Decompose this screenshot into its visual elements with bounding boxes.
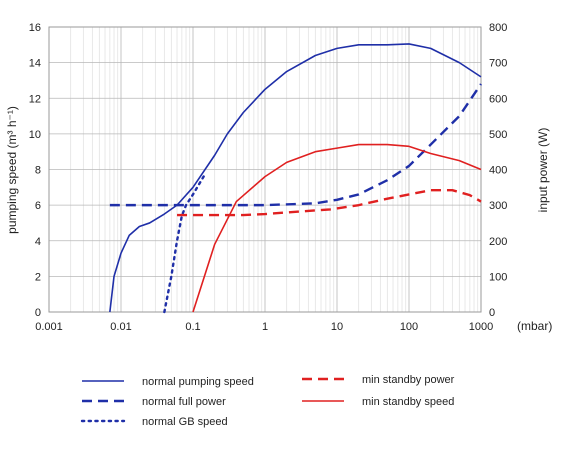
legend-item-min-standby-speed: min standby speed xyxy=(302,396,454,408)
legend-label: min standby power xyxy=(362,374,455,386)
left-tick-label: 6 xyxy=(35,200,41,212)
left-tick-label: 2 xyxy=(35,271,41,283)
x-tick-label: 10 xyxy=(331,321,343,333)
left-tick-label: 14 xyxy=(29,58,41,70)
left-tick-label: 8 xyxy=(35,165,41,177)
right-tick-label: 400 xyxy=(489,165,507,177)
left-tick-label: 10 xyxy=(29,129,41,141)
legend-item-normal-pumping-speed: normal pumping speed xyxy=(82,376,254,388)
series-line-normal-pumping-speed xyxy=(109,43,482,313)
series-line-normal-full-power xyxy=(109,83,482,207)
x-tick-label: 1000 xyxy=(469,321,493,333)
right-tick-label: 800 xyxy=(489,22,507,34)
legend-label: min standby speed xyxy=(362,396,454,408)
right-tick-label: 700 xyxy=(489,58,507,70)
x-tick-label: 100 xyxy=(400,321,418,333)
legend-item-min-standby-power: min standby power xyxy=(302,374,455,386)
right-tick-label: 600 xyxy=(489,93,507,105)
series-line-min-standby-power xyxy=(177,188,482,217)
x-axis-label: (mbar) xyxy=(517,319,552,333)
x-axis-ticks: 0.001 0.01 0.1 1 10 100 1000 xyxy=(35,321,493,333)
legend-label: normal pumping speed xyxy=(142,376,254,388)
right-tick-label: 500 xyxy=(489,129,507,141)
legend-item-normal-full-power: normal full power xyxy=(82,396,226,408)
left-tick-label: 0 xyxy=(35,307,41,319)
x-tick-label: 1 xyxy=(262,321,268,333)
x-tick-label: 0.01 xyxy=(110,321,131,333)
right-tick-label: 200 xyxy=(489,236,507,248)
right-axis-ticks: 0 100 200 300 400 500 600 700 800 xyxy=(489,22,507,319)
x-tick-label: 0.1 xyxy=(185,321,200,333)
chart-grid xyxy=(49,27,481,312)
right-tick-label: 300 xyxy=(489,200,507,212)
series-layer xyxy=(109,43,482,314)
legend-label: normal full power xyxy=(142,396,226,408)
legend-item-normal-gb-speed: normal GB speed xyxy=(80,416,228,428)
left-axis-ticks: 0 2 4 6 8 10 12 14 16 xyxy=(29,22,41,319)
legend-label: normal GB speed xyxy=(142,416,228,428)
left-tick-label: 16 xyxy=(29,22,41,34)
series-line-normal-gb-speed xyxy=(163,171,207,314)
left-tick-label: 12 xyxy=(29,93,41,105)
right-tick-label: 0 xyxy=(489,307,495,319)
left-tick-label: 4 xyxy=(35,236,41,248)
left-axis-label: pumping speed (m³ h⁻¹) xyxy=(5,106,19,234)
legend: normal pumping speed normal full power nor… xyxy=(80,374,455,428)
series-line-min-standby-speed xyxy=(192,143,482,313)
x-tick-label: 0.001 xyxy=(35,321,63,333)
right-tick-label: 100 xyxy=(489,271,507,283)
right-axis-label: input power (W) xyxy=(536,128,550,213)
